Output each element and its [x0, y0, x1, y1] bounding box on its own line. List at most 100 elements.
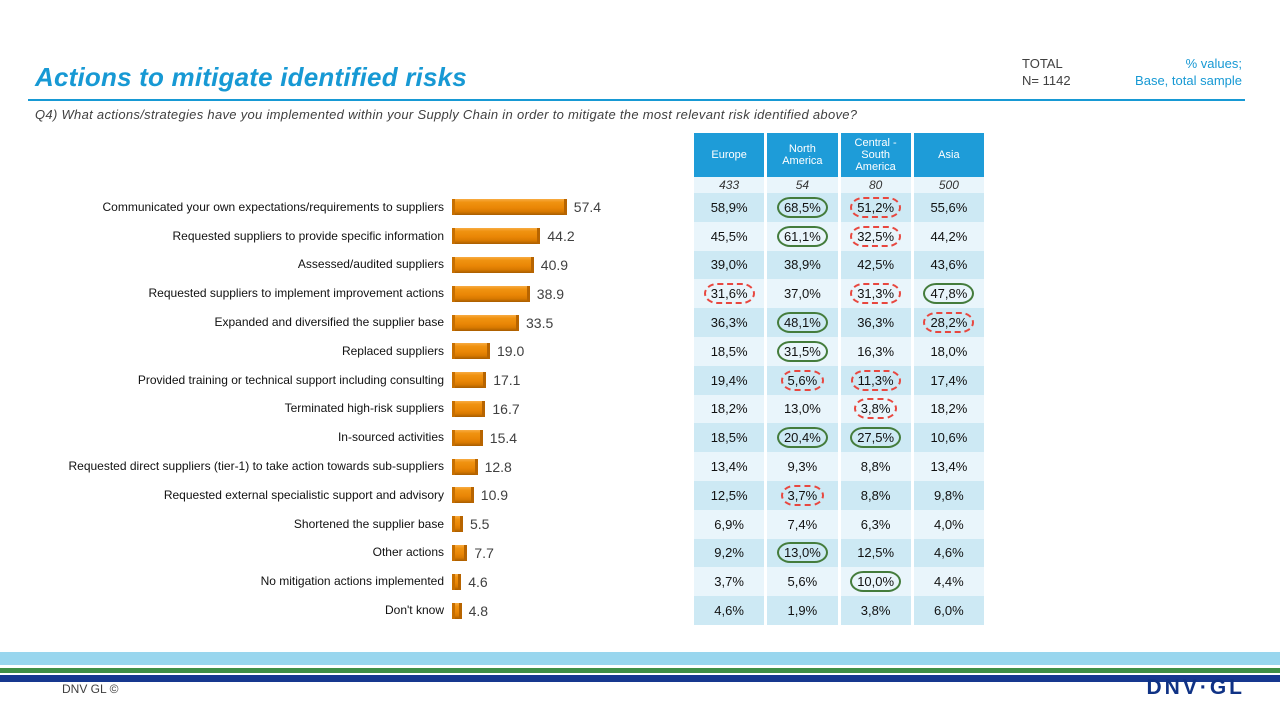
table-cell: 18,5% [694, 423, 765, 453]
table-cell: 18,0% [913, 336, 984, 366]
green-circle-highlight: 10,0% [850, 571, 902, 593]
cell-value: 12,5% [710, 487, 748, 503]
table-cell: 3,7% [767, 480, 838, 510]
cell-value: 16,3% [857, 343, 895, 359]
table-cell: 18,5% [694, 336, 765, 366]
table-cell: 6,9% [694, 509, 765, 539]
table-cell: 38,9% [767, 250, 838, 280]
chart-category-label: Provided training or technical support i… [137, 372, 444, 387]
table-cell: 16,3% [840, 336, 911, 366]
table-cell: 4,6% [694, 596, 765, 625]
table-row: 58,9% 68,5% 51,2% 55,6% [694, 193, 984, 222]
table-cell: 31,6% [694, 279, 765, 309]
table-cell: 18,2% [913, 394, 984, 424]
red-dashed-circle-highlight: 51,2% [850, 196, 902, 218]
chart-row: Requested direct suppliers (tier-1) to t… [0, 452, 692, 481]
cell-value: 19,4% [710, 372, 748, 388]
table-column-header: North America [767, 133, 838, 177]
cell-value: 13,0% [783, 401, 821, 417]
chart-row: Requested suppliers to implement improve… [0, 279, 692, 308]
table-row: 6,9% 7,4% 6,3% 4,0% [694, 509, 984, 539]
table-cell: 3,8% [840, 596, 911, 625]
table-cell: 13,4% [694, 452, 765, 481]
chart-bar [452, 516, 463, 533]
cell-value: 42,5% [857, 257, 895, 273]
cell-value: 6,9% [714, 516, 744, 532]
table-cell: 10,6% [913, 423, 984, 453]
chart-category-label: Shortened the supplier base [293, 516, 444, 531]
chart-row: Provided training or technical support i… [0, 366, 692, 395]
chart-value-label: 17.1 [493, 372, 521, 389]
red-dashed-circle-highlight: 32,5% [850, 225, 902, 247]
dnv-gl-logo: DNV·GL [1146, 676, 1245, 699]
cell-value: 1,9% [787, 603, 818, 619]
cell-value: 18,2% [710, 401, 748, 417]
cell-value: 36,3% [857, 315, 895, 331]
table-row: 18,5% 20,4% 27,5% 10,6% [694, 423, 984, 453]
green-circle-highlight: 48,1% [776, 312, 828, 334]
table-cell: 55,6% [913, 193, 984, 222]
green-circle-highlight: 27,5% [850, 427, 902, 449]
region-table: Europe North America Central - South Ameri… [694, 133, 984, 625]
cell-value: 13,4% [930, 459, 968, 475]
cell-value: 5,6% [787, 574, 818, 590]
table-cell: 11,3% [840, 365, 911, 395]
chart-row: Other actions 7.7 [0, 539, 692, 568]
chart-row: Requested external specialistic support … [0, 481, 692, 510]
table-cell: 5,6% [767, 567, 838, 597]
chart-category-label: Terminated high-risk suppliers [284, 401, 444, 416]
red-dashed-circle-highlight: 28,2% [923, 312, 975, 334]
red-dashed-circle-highlight: 31,6% [703, 283, 755, 305]
cell-value: 4,0% [934, 516, 964, 532]
chart-bar [452, 343, 490, 360]
chart-value-label: 16.7 [492, 400, 520, 417]
table-cell: 18,2% [694, 394, 765, 424]
chart-row: Terminated high-risk suppliers 16.7 [0, 395, 692, 424]
table-cell: 6,3% [840, 509, 911, 539]
chart-category-label: Requested suppliers to provide specific … [172, 228, 444, 243]
cell-value: 9,8% [934, 487, 964, 503]
chart-value-label: 5.5 [470, 516, 490, 533]
table-cell: 43,6% [913, 250, 984, 280]
table-header-row: Europe North America Central - South Ameri… [694, 133, 984, 177]
bar-chart: Communicated your own expectations/requi… [0, 193, 692, 625]
table-column-header: Central - South America [840, 133, 911, 177]
table-cell: 19,4% [694, 365, 765, 395]
table-cell: 1,9% [767, 596, 838, 625]
table-cell: 4,6% [913, 538, 984, 568]
table-cell: 42,5% [840, 250, 911, 280]
table-cell: 36,3% [694, 308, 765, 337]
table-cell: 27,5% [840, 423, 911, 453]
chart-bar [452, 256, 534, 273]
cell-value: 13,4% [710, 459, 748, 475]
cell-value: 9,2% [714, 545, 744, 561]
table-cell: 61,1% [767, 221, 838, 251]
table-row: 9,2% 13,0% 12,5% 4,6% [694, 538, 984, 568]
note-block: % values; Base, total sample [1135, 55, 1242, 89]
cell-value: 18,2% [930, 401, 968, 417]
cell-value: 8,8% [860, 459, 891, 475]
chart-category-label: Expanded and diversified the supplier ba… [214, 315, 445, 330]
cell-value: 8,8% [860, 487, 891, 503]
cell-value: 39,0% [710, 257, 748, 273]
chart-bar [452, 314, 519, 331]
table-cell: 8,8% [840, 452, 911, 481]
cell-value: 18,5% [710, 343, 748, 359]
table-cell: 39,0% [694, 250, 765, 280]
chart-bar [452, 602, 462, 619]
cell-value: 45,5% [710, 228, 748, 244]
question-text: Q4) What actions/strategies have you imp… [35, 107, 858, 122]
table-base-cell: 433 [694, 177, 765, 193]
table-base-cell: 80 [840, 177, 911, 193]
chart-row: Replaced suppliers 19.0 [0, 337, 692, 366]
note-base: Base, total sample [1135, 73, 1242, 88]
table-cell: 9,3% [767, 452, 838, 481]
table-cell: 31,3% [840, 279, 911, 309]
cell-value: 4,6% [934, 545, 964, 561]
green-circle-highlight: 31,5% [776, 340, 828, 362]
table-cell: 12,5% [840, 538, 911, 568]
cell-value: 58,9% [710, 199, 748, 215]
total-block: TOTAL N= 1142 [1022, 55, 1071, 89]
red-dashed-circle-highlight: 3,7% [780, 484, 825, 506]
